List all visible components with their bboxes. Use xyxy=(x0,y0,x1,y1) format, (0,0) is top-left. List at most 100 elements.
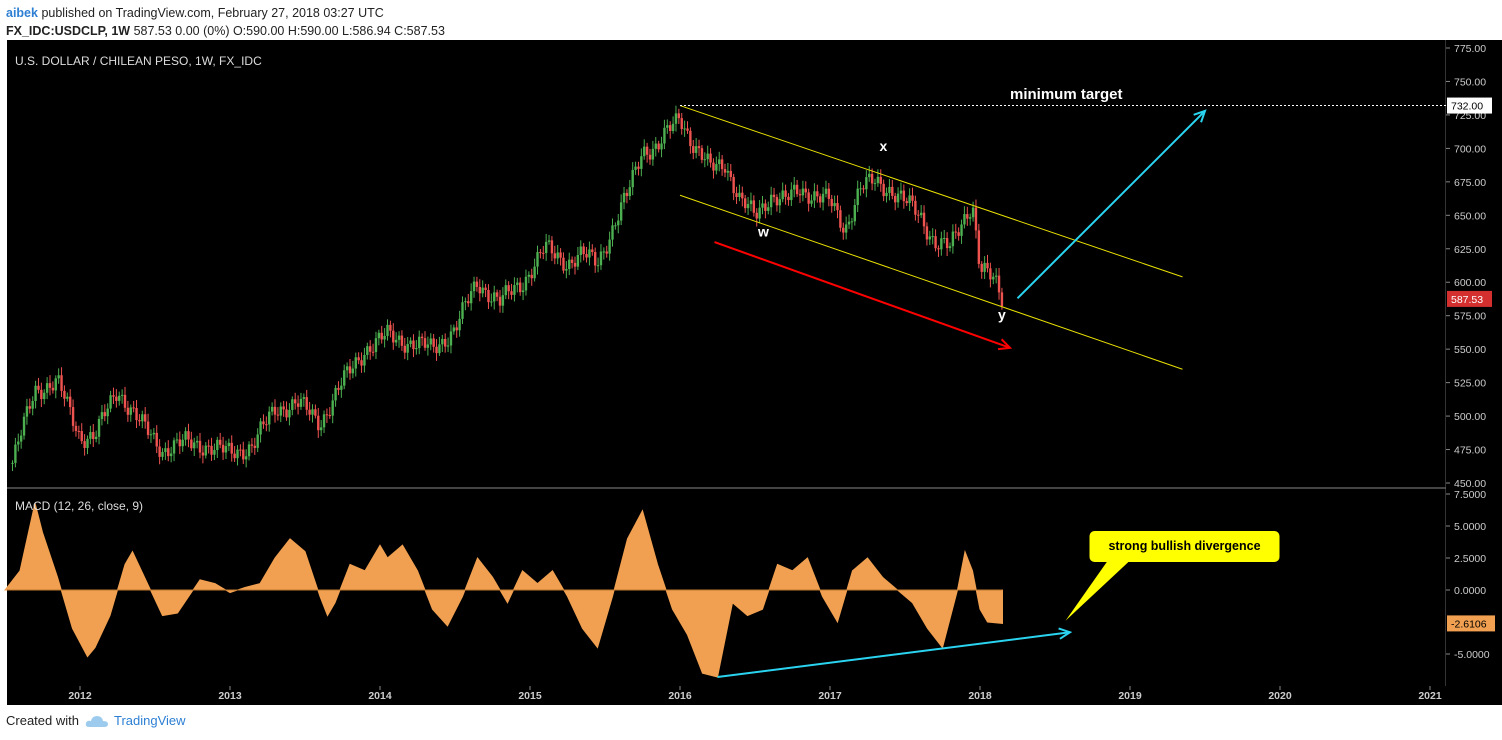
candle-body xyxy=(694,146,698,153)
candle-body xyxy=(767,207,770,211)
candle-body xyxy=(712,162,715,171)
candle-body xyxy=(48,383,52,388)
candle-body xyxy=(279,406,282,416)
time-tick-label: 2020 xyxy=(1268,690,1292,702)
candle-body xyxy=(758,207,761,219)
candle-body xyxy=(368,346,372,352)
price-tick-label: 675.00 xyxy=(1454,177,1486,189)
quote-line: FX_IDC:USDCLP, 1W 587.53 0.00 (0%) O:590… xyxy=(6,22,445,40)
candle-body xyxy=(911,195,914,201)
candle-body xyxy=(89,432,92,439)
candle-body xyxy=(997,275,1001,293)
candle-body xyxy=(986,262,989,269)
candle-body xyxy=(495,292,499,297)
channel-upper-line xyxy=(679,105,1183,278)
candle-body xyxy=(233,453,236,459)
candle-body xyxy=(126,407,130,415)
candle-body xyxy=(498,296,502,306)
candle-body xyxy=(617,220,620,226)
macd-tick-label: 0.0000 xyxy=(1454,585,1486,597)
candle-body xyxy=(643,146,646,157)
candle-body xyxy=(221,444,225,453)
candle-body xyxy=(640,156,643,169)
candle-body xyxy=(715,164,718,171)
time-tick-label: 2014 xyxy=(368,690,392,702)
callout-pointer xyxy=(1065,561,1130,621)
candle-body xyxy=(458,318,461,331)
candle-body xyxy=(51,387,55,391)
candle-body xyxy=(452,327,456,332)
candle-body xyxy=(917,214,920,216)
candle-body xyxy=(859,188,862,190)
candle-body xyxy=(478,286,482,294)
candle-body xyxy=(700,148,704,160)
candle-body xyxy=(63,390,66,399)
last-price-tag xyxy=(1447,290,1492,307)
candle-body xyxy=(276,414,280,416)
candle-body xyxy=(980,263,983,272)
candle-body xyxy=(68,396,72,408)
candle-body xyxy=(625,192,629,197)
author-link[interactable]: aibek xyxy=(6,6,38,20)
candle-body xyxy=(100,412,104,419)
candle-body xyxy=(784,190,787,197)
candle-body xyxy=(383,335,386,340)
candle-body xyxy=(588,249,591,258)
candle-body xyxy=(296,403,300,407)
candle-body xyxy=(319,427,323,431)
candle-body xyxy=(821,193,825,203)
candle-body xyxy=(227,442,231,447)
time-axis-background xyxy=(7,686,1446,705)
time-tick-label: 2015 xyxy=(518,690,542,702)
wave-x-label: x xyxy=(880,138,888,154)
tradingview-brand[interactable]: TradingView xyxy=(85,713,186,728)
candle-body xyxy=(810,200,813,204)
candle-body xyxy=(112,395,115,397)
candle-body xyxy=(351,368,355,374)
candle-body xyxy=(22,416,26,436)
candle-body xyxy=(813,191,816,201)
candle-body xyxy=(634,166,637,170)
price-axis-background xyxy=(1446,40,1502,686)
candle-body xyxy=(334,387,337,401)
candle-body xyxy=(169,453,173,457)
quote-values: 587.53 0.00 (0%) O:590.00 H:590.00 L:586… xyxy=(133,24,445,38)
candle-body xyxy=(317,415,320,431)
candle-body xyxy=(256,434,259,448)
candle-body xyxy=(818,196,822,203)
candle-body xyxy=(441,338,444,345)
candle-body xyxy=(54,378,57,391)
candle-body xyxy=(484,287,487,290)
candle-body xyxy=(207,445,210,447)
candle-body xyxy=(446,345,450,347)
candle-body xyxy=(510,291,513,295)
created-with-label: Created with xyxy=(6,713,79,728)
candle-body xyxy=(539,252,542,254)
chart-canvas[interactable]: U.S. DOLLAR / CHILEAN PESO, 1W, FX_IDC MA… xyxy=(0,0,1502,705)
candle-body xyxy=(71,407,75,426)
candle-body xyxy=(218,439,222,445)
candle-body xyxy=(847,221,851,225)
candle-body xyxy=(524,276,528,291)
candle-body xyxy=(293,399,297,404)
candle-body xyxy=(764,203,767,211)
candle-body xyxy=(109,395,112,409)
candle-body xyxy=(697,146,701,149)
target-price-tag xyxy=(1447,97,1492,114)
candle-body xyxy=(960,224,963,236)
candle-body xyxy=(968,217,972,219)
candle-body xyxy=(28,406,32,409)
time-tick-label: 2018 xyxy=(968,690,992,702)
candle-body xyxy=(389,324,392,331)
candle-body xyxy=(311,409,314,415)
time-tick-label: 2016 xyxy=(668,690,692,702)
candle-body xyxy=(345,366,349,371)
candle-body xyxy=(357,357,360,361)
candle-body xyxy=(853,205,857,222)
candle-body xyxy=(793,184,796,190)
candle-body xyxy=(585,254,588,258)
price-tick-label: 575.00 xyxy=(1454,311,1486,323)
candle-body xyxy=(86,438,89,449)
candle-body xyxy=(83,441,86,449)
candle-body xyxy=(239,449,242,451)
